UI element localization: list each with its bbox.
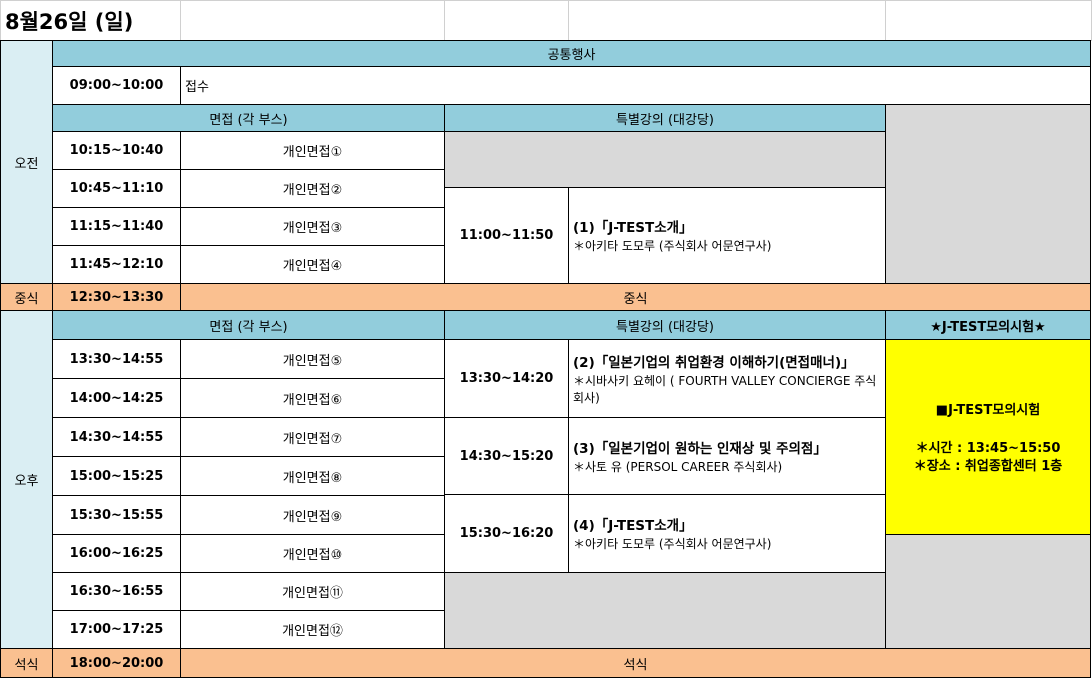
interview-time[interactable]: 16:00~16:25 (52, 534, 181, 573)
period-pm[interactable]: 오후 (0, 310, 53, 649)
lecture-title: (2)「일본기업의 취업환경 이해하기(면접매너)」 (573, 354, 855, 371)
lecture-speaker: ＊아키타 도모루 (주식회사 어문연구사) (573, 239, 772, 253)
interview-slot[interactable]: 개인면접③ (180, 207, 445, 246)
period-dinner[interactable]: 석식 (0, 648, 53, 678)
lecture-speaker: ＊사토 유 (PERSOL CAREER 주식회사) (573, 459, 783, 474)
empty-cell[interactable] (568, 0, 886, 41)
interview-slot[interactable]: 개인면접⑤ (180, 339, 445, 379)
interview-slot[interactable]: 개인면접⑫ (180, 610, 445, 649)
empty-cell[interactable] (444, 0, 569, 41)
exam-cell[interactable]: ■J-TEST모의시험 ＊시간 : 13:45~15:50 ＊장소 : 취업종합센터… (885, 339, 1091, 535)
exam-place: ＊장소 : 취업종합센터 1층 (913, 458, 1063, 474)
am-lecture-empty[interactable] (444, 131, 886, 188)
interview-slot[interactable]: 개인면접⑩ (180, 534, 445, 573)
am-empty-cell[interactable] (885, 104, 1091, 284)
exam-time: ＊시간 : 13:45~15:50 (915, 440, 1061, 456)
interview-slot[interactable]: 개인면접① (180, 131, 445, 170)
interview-slot[interactable]: 개인면접⑨ (180, 495, 445, 535)
lecture-1[interactable]: (1)「J-TEST소개」 ＊아키타 도모루 (주식회사 어문연구사) (568, 187, 886, 284)
interview-slot[interactable]: 개인면접④ (180, 245, 445, 284)
reception-time[interactable]: 09:00~10:00 (52, 66, 181, 105)
pm-lecture-empty[interactable] (444, 572, 886, 649)
reception-label[interactable]: 접수 (180, 66, 1091, 105)
am-lecture-header[interactable]: 특별강의 (대강당) (444, 104, 886, 132)
period-am[interactable]: 오전 (0, 40, 53, 284)
interview-slot[interactable]: 개인면접⑥ (180, 378, 445, 418)
lecture-time[interactable]: 15:30~16:20 (444, 494, 569, 573)
lunch-time[interactable]: 12:30~13:30 (52, 283, 181, 311)
interview-time[interactable]: 14:30~14:55 (52, 417, 181, 457)
pm-lecture-header[interactable]: 특별강의 (대강당) (444, 310, 886, 340)
interview-time[interactable]: 17:00~17:25 (52, 610, 181, 649)
interview-time[interactable]: 10:45~11:10 (52, 169, 181, 208)
empty-cell[interactable] (885, 0, 1092, 41)
dinner-label[interactable]: 석식 (180, 648, 1091, 678)
interview-slot[interactable]: 개인면접⑪ (180, 572, 445, 611)
exam-header[interactable]: ★J-TEST모의시험★ (885, 310, 1091, 340)
lecture-2[interactable]: (2)「일본기업의 취업환경 이해하기(면접매너)」 ＊시바사키 요헤이 ( FO… (568, 339, 886, 418)
lecture-3[interactable]: (3)「일본기업이 원하는 인재상 및 주의점」 ＊사토 유 (PERSOL CA… (568, 417, 886, 495)
pm-interview-header[interactable]: 면접 (각 부스) (52, 310, 445, 340)
interview-time[interactable]: 16:30~16:55 (52, 572, 181, 611)
lecture-title: (1)「J-TEST소개」 (573, 220, 693, 236)
lecture-title: (3)「일본기업이 원하는 인재상 및 주의점」 (573, 440, 827, 457)
lecture-time[interactable]: 11:00~11:50 (444, 187, 569, 284)
exam-title: ■J-TEST모의시험 (935, 402, 1041, 418)
am-interview-header[interactable]: 면접 (각 부스) (52, 104, 445, 132)
interview-time[interactable]: 11:15~11:40 (52, 207, 181, 246)
pm-empty-cell[interactable] (885, 534, 1091, 649)
interview-time[interactable]: 14:00~14:25 (52, 378, 181, 418)
interview-time[interactable]: 15:00~15:25 (52, 456, 181, 496)
lecture-time[interactable]: 13:30~14:20 (444, 339, 569, 418)
title-cell[interactable]: 8월26일 (일) (0, 0, 181, 41)
interview-time[interactable]: 11:45~12:10 (52, 245, 181, 284)
dinner-time[interactable]: 18:00~20:00 (52, 648, 181, 678)
period-lunch[interactable]: 중식 (0, 283, 53, 311)
lecture-speaker: ＊아키타 도모루 (주식회사 어문연구사) (573, 537, 772, 551)
interview-slot[interactable]: 개인면접② (180, 169, 445, 208)
lecture-4[interactable]: (4)「J-TEST소개」 ＊아키타 도모루 (주식회사 어문연구사) (568, 494, 886, 573)
empty-cell[interactable] (180, 0, 445, 41)
interview-time[interactable]: 13:30~14:55 (52, 339, 181, 379)
lecture-title: (4)「J-TEST소개」 (573, 518, 693, 534)
interview-slot[interactable]: 개인면접⑧ (180, 456, 445, 496)
interview-time[interactable]: 10:15~10:40 (52, 131, 181, 170)
interview-slot[interactable]: 개인면접⑦ (180, 417, 445, 457)
lecture-time[interactable]: 14:30~15:20 (444, 417, 569, 495)
interview-time[interactable]: 15:30~15:55 (52, 495, 181, 535)
lecture-speaker: ＊시바사키 요헤이 ( FOURTH VALLEY CONCIERGE 주식회사… (573, 373, 877, 405)
lunch-label[interactable]: 중식 (180, 283, 1091, 311)
common-header[interactable]: 공통행사 (52, 40, 1091, 67)
